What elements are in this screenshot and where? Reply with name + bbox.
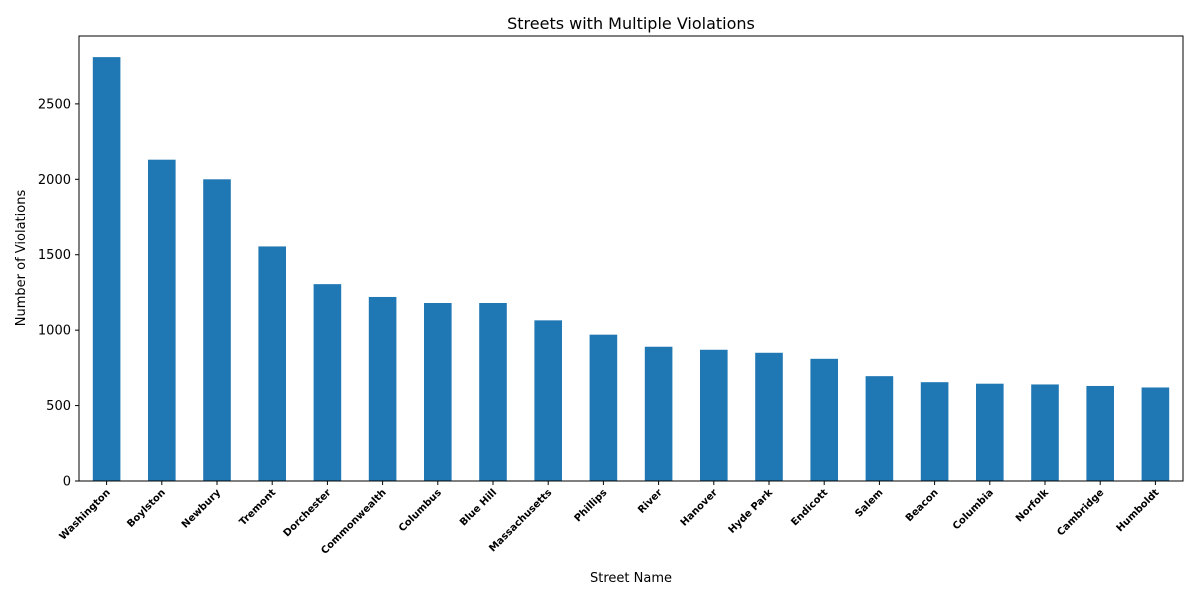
x-tick-label: Endicott xyxy=(789,487,830,528)
chart-title: Streets with Multiple Violations xyxy=(507,14,755,33)
x-tick-label: Washington xyxy=(58,487,113,542)
bar-beacon xyxy=(920,382,949,481)
x-tick-label: Beacon xyxy=(904,487,941,524)
bar-boylston xyxy=(148,159,176,481)
bar-commonwealth xyxy=(368,296,397,481)
bar-blue-hill xyxy=(479,303,507,481)
bar-hyde-park xyxy=(755,352,783,481)
bar-cambridge xyxy=(1086,385,1114,481)
bar-newbury xyxy=(203,179,231,481)
bar-endicott xyxy=(810,358,838,481)
bar-columbia xyxy=(976,383,1004,481)
bars-group xyxy=(92,57,1170,481)
bar-river xyxy=(644,346,673,481)
x-tick-label: Hanover xyxy=(679,487,720,528)
bar-humboldt xyxy=(1141,387,1170,481)
y-tick-label: 2500 xyxy=(38,97,71,112)
x-tick-label: Phillips xyxy=(573,487,610,524)
plot-frame xyxy=(78,35,1184,482)
y-axis-label: Number of Violations xyxy=(14,190,29,327)
x-tick-label: Tremont xyxy=(238,487,279,528)
bar-dorchester xyxy=(313,284,342,481)
x-tick-label: Columbia xyxy=(951,487,996,532)
x-tick-label: Blue Hill xyxy=(458,487,499,528)
x-tick-label: River xyxy=(636,487,665,516)
bar-salem xyxy=(865,376,894,481)
x-tick-label: Cambridge xyxy=(1055,487,1106,538)
y-tick-label: 1000 xyxy=(38,324,71,339)
x-tick-label: Boylston xyxy=(125,487,168,530)
y-axis: 0 500 1000 1500 2000 2500 xyxy=(38,97,79,490)
bar-phillips xyxy=(589,334,618,481)
x-axis-label: Street Name xyxy=(590,571,672,586)
bar-hanover xyxy=(700,349,728,481)
bar-columbus xyxy=(424,303,452,481)
x-axis: Washington Boylston Newbury Tremont Dorchest… xyxy=(58,481,1162,557)
x-tick-label: Norfolk xyxy=(1014,487,1051,524)
x-tick-label: Newbury xyxy=(180,487,224,531)
y-tick-label: 1500 xyxy=(38,248,71,263)
bar-tremont xyxy=(258,246,286,481)
x-tick-label: Columbus xyxy=(397,487,444,534)
bar-massachusetts xyxy=(534,320,562,481)
x-tick-label: Humboldt xyxy=(1115,487,1162,534)
bar-norfolk xyxy=(1031,384,1059,481)
y-tick-label: 2000 xyxy=(38,173,71,188)
x-tick-label: Salem xyxy=(853,487,885,519)
x-tick-label: Dorchester xyxy=(282,487,334,539)
x-tick-label: Hyde Park xyxy=(727,487,776,536)
y-tick-label: 0 xyxy=(63,475,71,490)
y-tick-label: 500 xyxy=(46,399,71,414)
x-tick-label: Massachusetts xyxy=(487,487,554,554)
bar-washington xyxy=(92,57,121,481)
